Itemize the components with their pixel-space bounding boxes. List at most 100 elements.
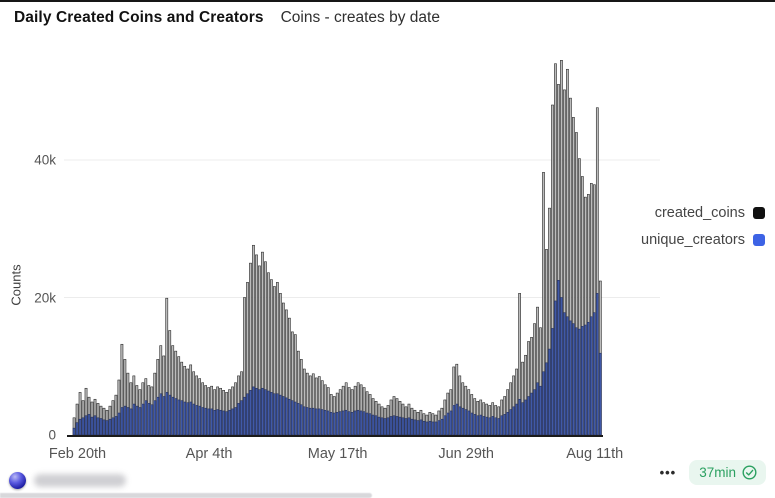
bar-unique_creators[interactable] bbox=[270, 392, 273, 436]
bar-unique_creators[interactable] bbox=[407, 417, 411, 436]
bar-unique_creators[interactable] bbox=[252, 386, 255, 436]
bar-unique_creators[interactable] bbox=[452, 405, 456, 436]
bar-unique_creators[interactable] bbox=[261, 387, 264, 436]
bar-unique_creators[interactable] bbox=[341, 410, 345, 436]
bar-unique_creators[interactable] bbox=[129, 408, 133, 436]
bar-unique_creators[interactable] bbox=[595, 293, 599, 436]
bar-unique_creators[interactable] bbox=[410, 418, 414, 436]
bar-unique_creators[interactable] bbox=[380, 417, 384, 436]
bar-unique_creators[interactable] bbox=[536, 382, 539, 436]
bar-unique_creators[interactable] bbox=[156, 396, 160, 436]
bar-unique_creators[interactable] bbox=[476, 415, 480, 436]
bar-unique_creators[interactable] bbox=[255, 387, 258, 436]
bar-unique_creators[interactable] bbox=[392, 415, 396, 436]
bar-unique_creators[interactable] bbox=[189, 401, 193, 436]
bar-unique_creators[interactable] bbox=[183, 401, 187, 436]
bar-unique_creators[interactable] bbox=[446, 412, 450, 436]
bar-unique_creators[interactable] bbox=[515, 403, 518, 436]
bar-unique_creators[interactable] bbox=[204, 407, 207, 436]
bar-unique_creators[interactable] bbox=[102, 419, 106, 436]
bar-unique_creators[interactable] bbox=[512, 406, 515, 436]
bar-unique_creators[interactable] bbox=[587, 321, 590, 436]
bar-unique_creators[interactable] bbox=[159, 393, 163, 436]
bar-unique_creators[interactable] bbox=[581, 326, 584, 436]
bar-unique_creators[interactable] bbox=[470, 412, 474, 436]
bar-unique_creators[interactable] bbox=[473, 414, 477, 436]
bar-unique_creators[interactable] bbox=[479, 414, 483, 436]
bar-unique_creators[interactable] bbox=[192, 403, 196, 436]
bar-unique_creators[interactable] bbox=[365, 412, 369, 436]
bar-unique_creators[interactable] bbox=[404, 418, 408, 436]
bar-unique_creators[interactable] bbox=[389, 416, 393, 436]
bar-unique_creators[interactable] bbox=[347, 411, 351, 436]
bar-unique_creators[interactable] bbox=[234, 407, 237, 436]
bar-unique_creators[interactable] bbox=[123, 405, 127, 436]
bar-unique_creators[interactable] bbox=[282, 396, 285, 436]
bar-unique_creators[interactable] bbox=[464, 409, 468, 436]
bar-unique_creators[interactable] bbox=[84, 415, 88, 436]
bar-unique_creators[interactable] bbox=[111, 417, 115, 436]
bar-unique_creators[interactable] bbox=[383, 418, 387, 436]
bar-unique_creators[interactable] bbox=[413, 419, 417, 436]
bar-unique_creators[interactable] bbox=[108, 418, 112, 436]
bar-unique_creators[interactable] bbox=[455, 403, 459, 436]
bar-unique_creators[interactable] bbox=[147, 403, 151, 436]
bar-unique_creators[interactable] bbox=[332, 412, 336, 436]
bar-unique_creators[interactable] bbox=[228, 409, 231, 436]
bar-unique_creators[interactable] bbox=[225, 411, 228, 436]
bar-unique_creators[interactable] bbox=[428, 420, 432, 436]
bar-unique_creators[interactable] bbox=[542, 371, 545, 436]
bar-unique_creators[interactable] bbox=[93, 415, 97, 436]
bar-unique_creators[interactable] bbox=[273, 393, 276, 436]
bar-unique_creators[interactable] bbox=[461, 407, 465, 436]
bar-unique_creators[interactable] bbox=[162, 396, 166, 436]
bar-unique_creators[interactable] bbox=[449, 410, 453, 436]
bar-unique_creators[interactable] bbox=[201, 407, 204, 436]
bar-unique_creators[interactable] bbox=[598, 352, 602, 436]
bar-unique_creators[interactable] bbox=[530, 392, 533, 436]
bar-unique_creators[interactable] bbox=[440, 418, 444, 436]
bar-unique_creators[interactable] bbox=[488, 417, 492, 436]
bar-unique_creators[interactable] bbox=[264, 389, 267, 436]
bar-unique_creators[interactable] bbox=[521, 402, 524, 436]
bar-unique_creators[interactable] bbox=[335, 412, 339, 436]
bar-unique_creators[interactable] bbox=[267, 390, 270, 436]
bar-unique_creators[interactable] bbox=[545, 362, 548, 436]
bar-unique_creators[interactable] bbox=[198, 405, 202, 436]
bar-unique_creators[interactable] bbox=[482, 416, 486, 436]
bar-unique_creators[interactable] bbox=[569, 320, 572, 436]
bar-unique_creators[interactable] bbox=[497, 418, 501, 436]
bar-unique_creators[interactable] bbox=[114, 416, 118, 436]
bar-unique_creators[interactable] bbox=[290, 400, 294, 436]
bar-unique_creators[interactable] bbox=[566, 316, 569, 436]
bar-unique_creators[interactable] bbox=[320, 409, 324, 436]
bar-unique_creators[interactable] bbox=[592, 312, 596, 436]
legend-item-unique-creators[interactable]: unique_creators bbox=[641, 228, 765, 252]
bar-unique_creators[interactable] bbox=[589, 316, 593, 436]
bar-unique_creators[interactable] bbox=[87, 414, 91, 436]
bar-unique_creators[interactable] bbox=[419, 419, 423, 436]
bar-unique_creators[interactable] bbox=[153, 400, 157, 436]
bar-unique_creators[interactable] bbox=[231, 408, 234, 436]
bar-unique_creators[interactable] bbox=[243, 396, 246, 436]
bar-unique_creators[interactable] bbox=[326, 410, 330, 436]
bar-unique_creators[interactable] bbox=[524, 399, 527, 436]
bar-unique_creators[interactable] bbox=[560, 297, 563, 436]
bar-unique_creators[interactable] bbox=[296, 403, 300, 436]
bar-unique_creators[interactable] bbox=[563, 312, 566, 436]
bar-unique_creators[interactable] bbox=[144, 400, 148, 436]
bar-unique_creators[interactable] bbox=[572, 323, 575, 436]
bar-unique_creators[interactable] bbox=[311, 407, 315, 436]
bar-unique_creators[interactable] bbox=[75, 422, 79, 436]
bar-unique_creators[interactable] bbox=[329, 412, 333, 436]
bar-unique_creators[interactable] bbox=[174, 398, 178, 436]
bar-unique_creators[interactable] bbox=[195, 405, 199, 436]
bar-unique_creators[interactable] bbox=[168, 394, 172, 436]
bar-unique_creators[interactable] bbox=[216, 409, 219, 436]
ellipsis-menu-icon[interactable]: ••• bbox=[659, 465, 677, 480]
bar-unique_creators[interactable] bbox=[425, 421, 429, 436]
bar-unique_creators[interactable] bbox=[78, 418, 82, 436]
bar-unique_creators[interactable] bbox=[395, 416, 399, 436]
bar-unique_creators[interactable] bbox=[437, 420, 441, 436]
